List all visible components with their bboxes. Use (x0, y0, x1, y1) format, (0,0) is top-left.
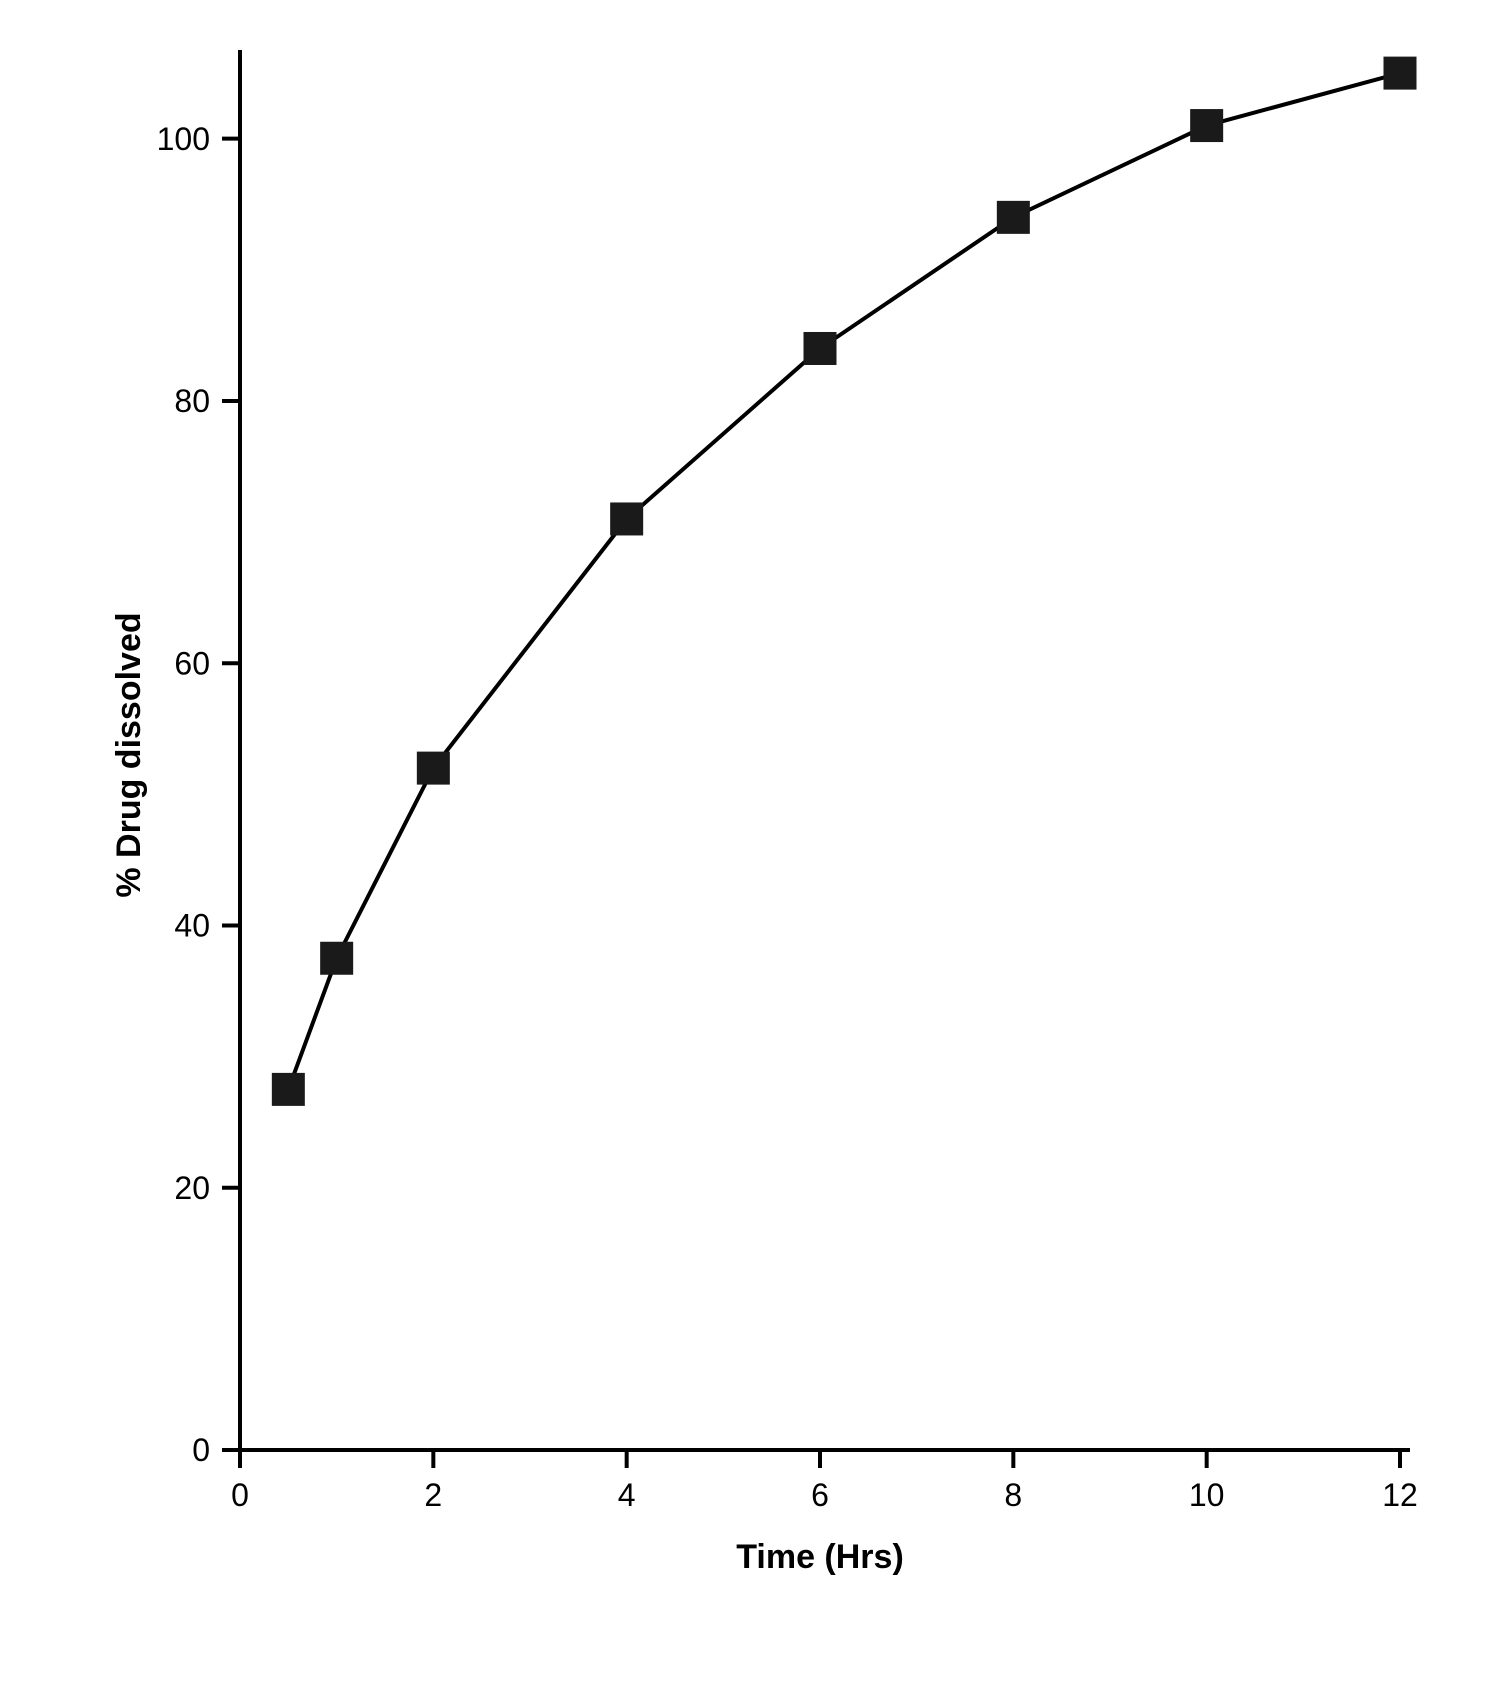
y-tick-label: 60 (174, 645, 210, 681)
data-marker (321, 942, 353, 974)
x-axis-label: Time (Hrs) (736, 1538, 904, 1576)
data-marker (1191, 110, 1223, 142)
data-line (288, 73, 1400, 1089)
data-marker (611, 503, 643, 535)
x-tick-label: 2 (424, 1477, 442, 1513)
x-tick-label: 6 (811, 1477, 829, 1513)
y-tick-label: 40 (174, 908, 210, 944)
x-tick-label: 10 (1189, 1477, 1225, 1513)
y-axis-label: % Drug dissolved (110, 612, 148, 897)
x-tick-label: 4 (618, 1477, 636, 1513)
y-tick-label: 80 (174, 383, 210, 419)
data-marker (272, 1073, 304, 1105)
y-tick-label: 20 (174, 1170, 210, 1206)
data-marker (997, 201, 1029, 233)
chart-svg: 0 2 4 6 8 10 12 0 20 40 60 80 100 Time (Hrs) % Drug di… (0, 0, 1510, 1692)
x-tick-label: 0 (231, 1477, 249, 1513)
data-marker (417, 752, 449, 784)
data-marker (1384, 57, 1416, 89)
y-tick-label: 0 (192, 1432, 210, 1468)
x-tick-label: 8 (1004, 1477, 1022, 1513)
chart-container: 0 2 4 6 8 10 12 0 20 40 60 80 100 Time (Hrs) % Drug di… (0, 0, 1510, 1692)
x-tick-label: 12 (1382, 1477, 1418, 1513)
y-tick-label: 100 (157, 121, 210, 157)
data-marker (804, 332, 836, 364)
